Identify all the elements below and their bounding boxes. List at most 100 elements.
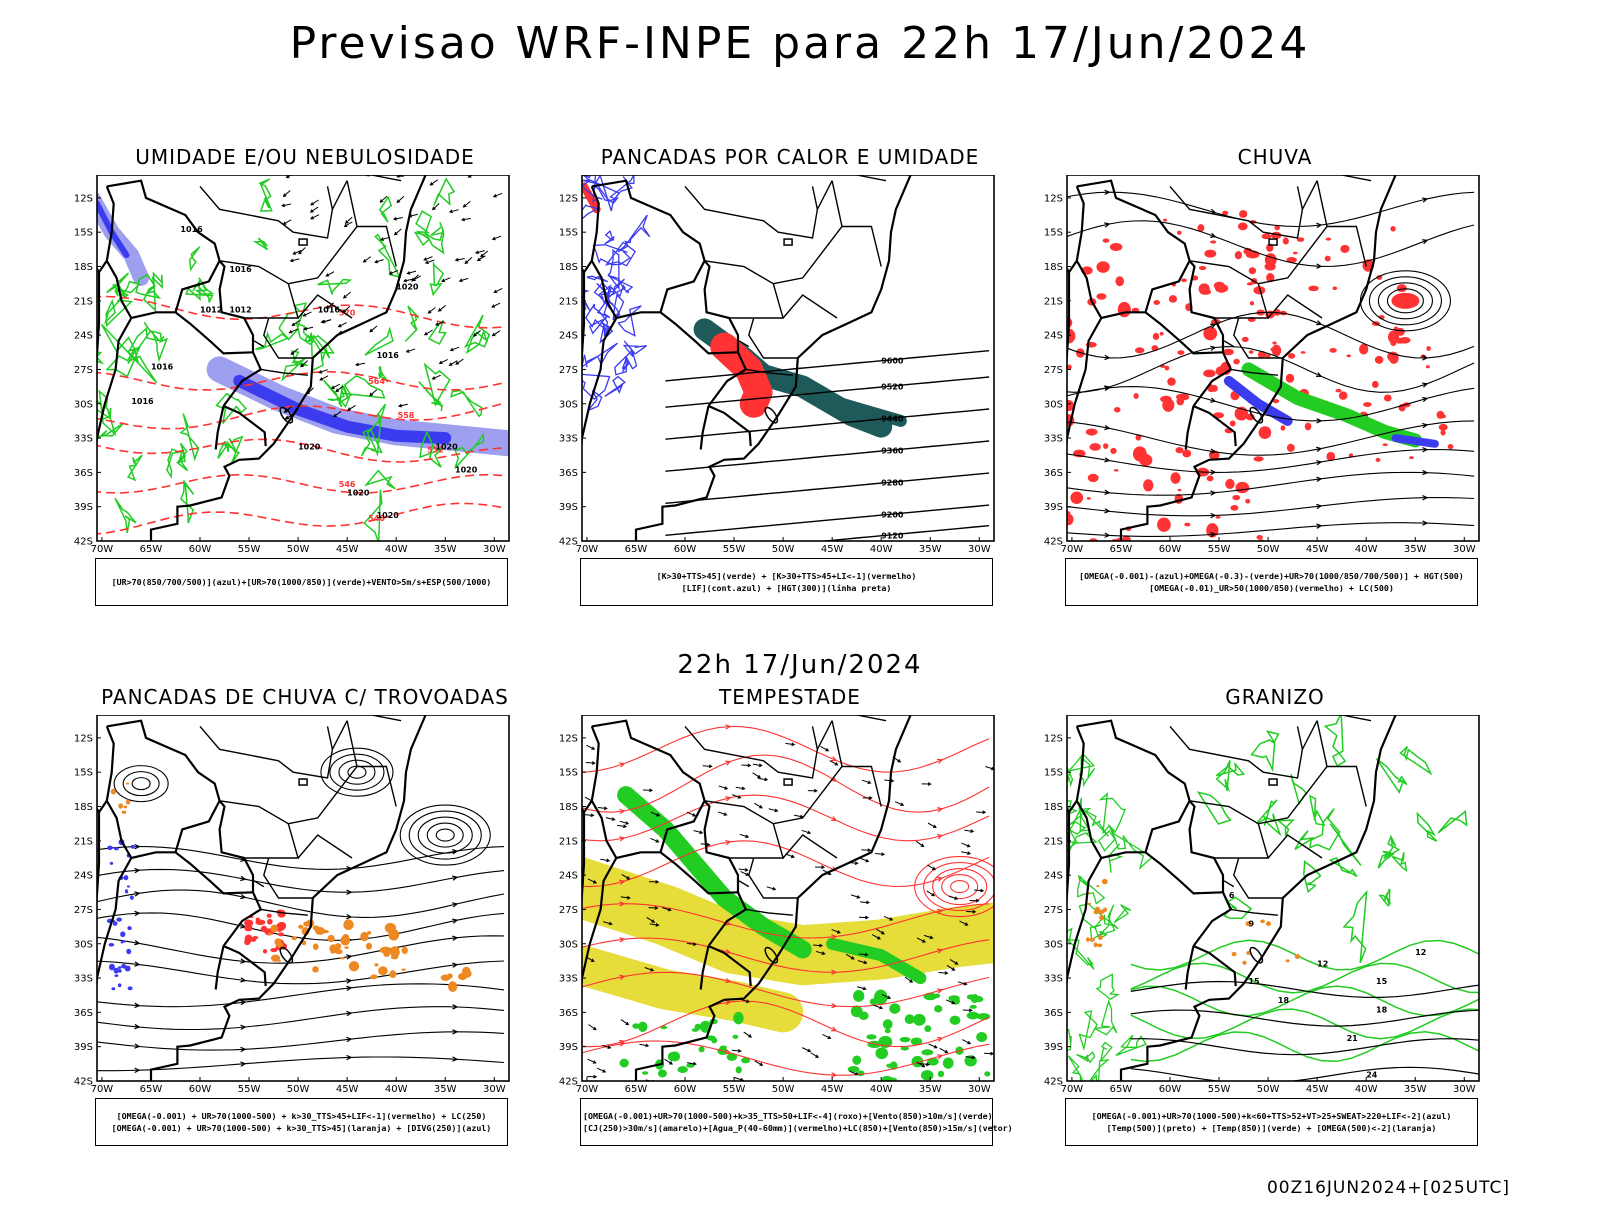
shaded-area xyxy=(1287,444,1295,452)
lat-label: 15S xyxy=(1044,768,1063,779)
shaded-area xyxy=(1295,954,1301,959)
lat-label: 18S xyxy=(1044,802,1063,813)
shaded-area xyxy=(977,1013,990,1020)
shaded-area xyxy=(938,1071,944,1077)
pressure-label: 1016 xyxy=(377,351,400,360)
lat-label: 33S xyxy=(1044,974,1063,985)
shaded-area xyxy=(1175,447,1183,453)
lon-label: 45W xyxy=(821,544,844,555)
legend-box: [OMEGA(-0.001)-(azul)+OMEGA(-0.3)-(verde… xyxy=(1065,558,1478,606)
shaded-area xyxy=(1437,411,1445,419)
legend-line: [OMEGA(-0.001)+UR>70(1000-500)+k>35_TTS>… xyxy=(583,1110,990,1122)
legend-line: [OMEGA(-0.001)-(azul)+OMEGA(-0.3)-(verde… xyxy=(1068,570,1475,582)
shaded-area xyxy=(114,974,118,977)
shaded-area xyxy=(374,963,378,966)
shaded-area xyxy=(1281,425,1286,430)
contour-label: 570 xyxy=(339,308,356,317)
lon-label: 35W xyxy=(919,1084,942,1095)
lat-label: 39S xyxy=(559,502,578,513)
shaded-area xyxy=(934,1005,942,1012)
shaded-area xyxy=(1102,879,1108,885)
shaded-area xyxy=(114,968,119,974)
contour-label: 9200 xyxy=(881,511,904,520)
lon-label: 60W xyxy=(674,1084,697,1095)
legend-line: [OMEGA(-0.001) + UR>70(1000-500) + k>30_… xyxy=(98,1122,505,1134)
shaded-area xyxy=(853,990,864,1002)
shaded-area xyxy=(1288,353,1295,359)
lon-label: 65W xyxy=(1110,1084,1133,1095)
lon-label: 40W xyxy=(870,544,893,555)
shaded-area xyxy=(677,1066,688,1073)
shaded-area xyxy=(1383,443,1388,446)
shaded-area xyxy=(1301,351,1306,354)
lat-label: 18S xyxy=(74,802,93,813)
lon-label: 65W xyxy=(140,544,163,555)
shaded-area xyxy=(124,875,129,880)
lat-label: 24S xyxy=(559,871,578,882)
shaded-area xyxy=(109,943,115,947)
lon-label: 70W xyxy=(576,544,599,555)
shaded-area xyxy=(380,947,392,954)
contour-label: 9520 xyxy=(881,383,904,392)
shaded-area xyxy=(245,934,253,943)
lat-label: 18S xyxy=(1044,262,1063,273)
shaded-area xyxy=(1384,395,1392,402)
legend-line: [CJ(250)>30m/s](amarelo)+[Agua_P(40-60mm… xyxy=(583,1122,990,1134)
legend-line: [OMEGA(-0.01)_UR>50(1000/850)(vermelho) … xyxy=(1068,582,1475,594)
shaded-area xyxy=(1177,231,1182,235)
lat-label: 21S xyxy=(1044,296,1063,307)
lat-label: 15S xyxy=(74,768,93,779)
lat-label: 27S xyxy=(559,365,578,376)
lat-label: 30S xyxy=(1044,939,1063,950)
shaded-area xyxy=(976,1032,987,1042)
shaded-area xyxy=(1340,245,1349,253)
lat-label: 18S xyxy=(559,802,578,813)
lat-label: 15S xyxy=(74,228,93,239)
shaded-area xyxy=(118,966,121,968)
shaded-area xyxy=(1096,293,1106,300)
shaded-area xyxy=(128,986,133,990)
shaded-area xyxy=(699,1046,705,1052)
shaded-area xyxy=(1094,910,1099,914)
lat-label: 33S xyxy=(74,434,93,445)
shaded-area xyxy=(851,1005,863,1017)
contour-label: 9360 xyxy=(881,447,904,456)
lon-label: 55W xyxy=(1208,1084,1231,1095)
shaded-area xyxy=(1160,332,1164,335)
shaded-area xyxy=(658,1069,667,1077)
panel-title: UMIDADE E/OU NEBULOSIDADE xyxy=(60,145,550,169)
lat-label: 27S xyxy=(74,905,93,916)
shaded-area xyxy=(874,989,887,1005)
shaded-area xyxy=(121,941,124,943)
lat-label: 15S xyxy=(1044,228,1063,239)
shaded-area xyxy=(1283,237,1289,244)
lat-label: 36S xyxy=(74,468,93,479)
shaded-area xyxy=(1160,396,1172,403)
shaded-area xyxy=(277,922,286,929)
shaded-area xyxy=(366,943,372,950)
shaded-area xyxy=(875,1047,888,1059)
shaded-area xyxy=(118,969,122,973)
temp-label: 18 xyxy=(1278,996,1290,1005)
lat-label: 21S xyxy=(1044,836,1063,847)
lat-label: 21S xyxy=(74,296,93,307)
shaded-area xyxy=(385,923,396,933)
shaded-area xyxy=(1114,407,1121,412)
shaded-area xyxy=(114,847,119,850)
shaded-area xyxy=(1088,903,1091,905)
shaded-area xyxy=(886,1064,893,1068)
shaded-area xyxy=(1272,345,1282,356)
lat-label: 24S xyxy=(1044,871,1063,882)
shaded-area xyxy=(1439,424,1448,431)
lat-label: 15S xyxy=(559,228,578,239)
shaded-area xyxy=(118,983,122,987)
shaded-area xyxy=(1397,284,1407,292)
shaded-area xyxy=(1215,516,1220,519)
shaded-area xyxy=(1388,331,1399,344)
shaded-area xyxy=(1286,374,1294,383)
shaded-area xyxy=(1089,443,1100,451)
shaded-area xyxy=(1235,251,1242,259)
shaded-area xyxy=(1096,885,1099,887)
